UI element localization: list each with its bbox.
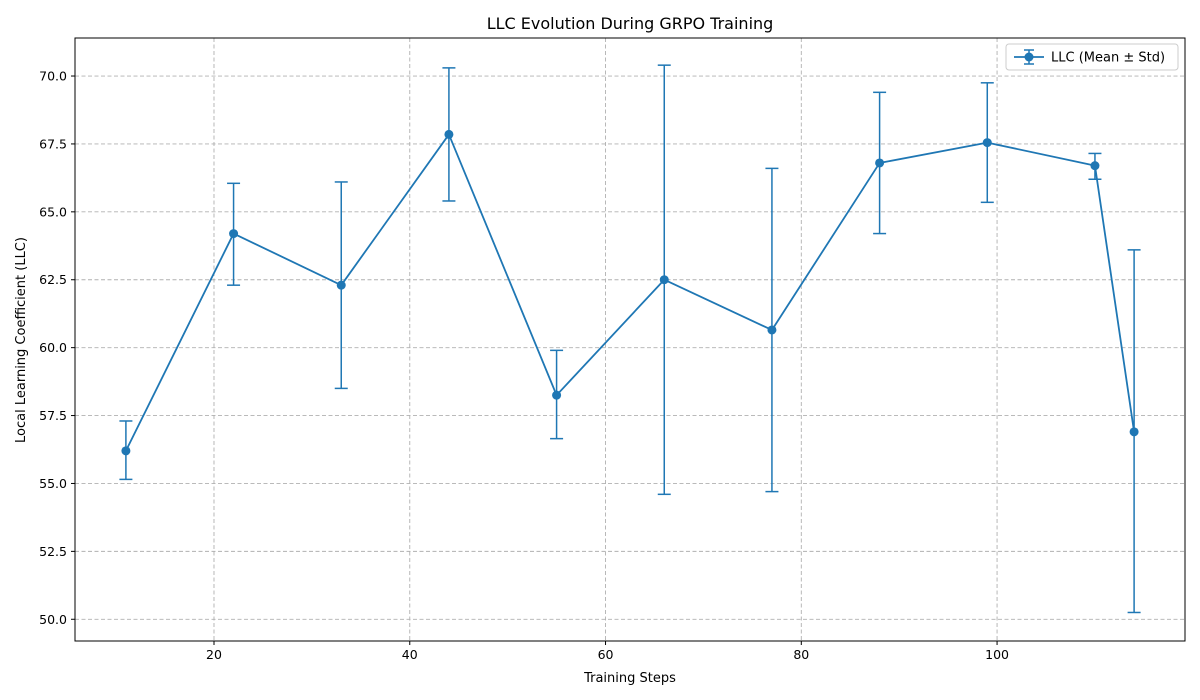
legend-box <box>1005 43 1179 71</box>
x-axis-ticks: 20 40 60 80 100 <box>206 641 1009 662</box>
y-tick-label: 65.0 <box>39 204 67 219</box>
y-tick-label: 55.0 <box>39 476 67 491</box>
y-tick-label: 62.5 <box>39 272 67 287</box>
data-point-marker <box>767 325 777 335</box>
y-axis-label: Local Learning Coefficient (LLC) <box>14 237 29 443</box>
data-point-marker <box>444 129 454 139</box>
y-tick-label: 60.0 <box>39 340 67 355</box>
x-axis-label: Training Steps <box>583 671 676 686</box>
grid-lines <box>75 38 1185 641</box>
data-point-marker <box>875 158 885 168</box>
series-line <box>125 133 1135 452</box>
data-point-marker <box>1129 427 1139 437</box>
x-tick-label: 60 <box>598 647 614 662</box>
y-tick-label: 67.5 <box>39 136 67 151</box>
legend: LLC (Mean ± Std) <box>1005 43 1179 71</box>
y-tick-label: 52.5 <box>39 544 67 559</box>
x-tick-label: 20 <box>206 647 222 662</box>
legend-label: LLC (Mean ± Std) <box>1051 51 1165 66</box>
x-tick-label: 80 <box>793 647 809 662</box>
data-point-marker <box>1090 161 1100 171</box>
data-point-marker <box>552 390 562 400</box>
y-tick-label: 70.0 <box>39 69 67 84</box>
y-tick-label: 57.5 <box>39 408 67 423</box>
data-point-marker <box>982 138 992 148</box>
x-tick-label: 40 <box>402 647 418 662</box>
y-tick-label: 50.0 <box>39 612 67 627</box>
error-bars <box>119 64 1141 614</box>
x-tick-label: 100 <box>985 647 1009 662</box>
data-point-marker <box>121 446 131 456</box>
data-point-marker <box>659 275 669 285</box>
data-point-marker <box>336 280 346 290</box>
series-line-path <box>125 133 1135 452</box>
legend-marker-swatch <box>1024 52 1034 62</box>
data-point-marker <box>229 229 239 239</box>
data-points <box>121 129 1139 456</box>
chart-title: LLC Evolution During GRPO Training <box>487 14 774 33</box>
plot-frame <box>74 37 1186 642</box>
y-axis-ticks: 50.0 52.5 55.0 57.5 60.0 62.5 65.0 67.5 70.0 <box>39 69 75 627</box>
